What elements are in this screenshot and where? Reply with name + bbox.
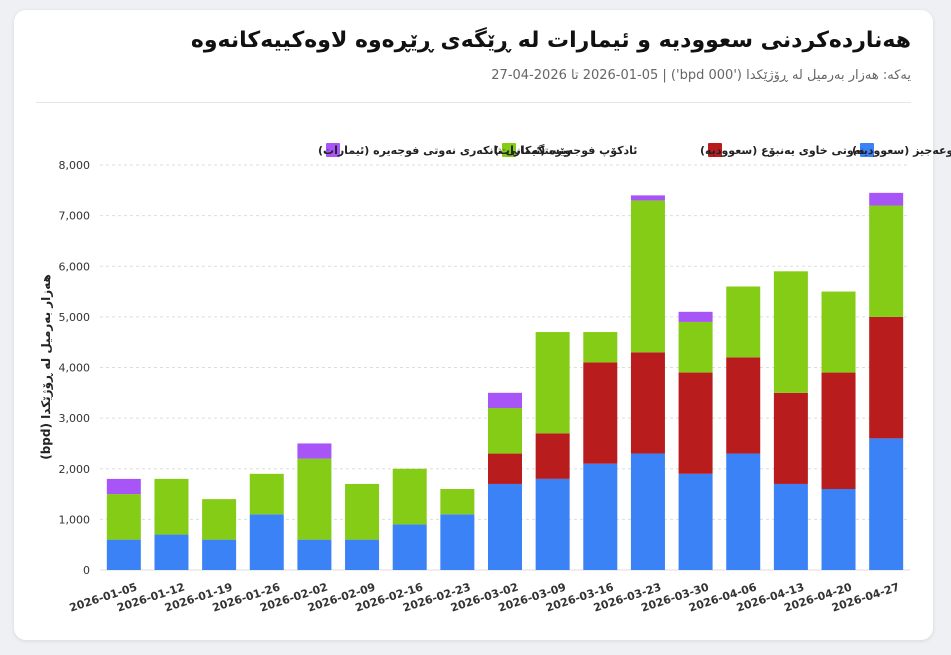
header-divider	[36, 102, 911, 103]
legend-swatch-0	[860, 143, 874, 157]
bar-segment-s0-2026-02-02	[297, 539, 332, 570]
legend-swatch-2	[502, 143, 516, 157]
bar-segment-s3-2026-03-23	[630, 195, 665, 201]
bar-segment-s2-2026-04-20	[821, 291, 856, 373]
legend-swatch-3	[326, 143, 340, 157]
bar-segment-s2-2026-03-02	[488, 408, 522, 454]
bar-segment-s2-2026-01-12	[154, 478, 189, 535]
bar-segment-s0-2026-04-06	[726, 453, 761, 570]
bar-segment-s3-2026-02-02	[297, 443, 332, 459]
legend: موعەجیز (سعوودیە)نەوتی خاوی یەنبۆع (سعوو…	[318, 143, 951, 157]
y-axis-ticks: 0 1,000 2,000 3,000 4,000 5,000 6,000 7,000 8,00…	[59, 159, 91, 577]
bar-segment-s0-2026-04-20	[821, 489, 856, 570]
bar-segment-s1-2026-03-23	[630, 352, 665, 454]
y-tick-label: 2,000	[59, 463, 91, 476]
bar-segment-s0-2026-01-05	[106, 539, 141, 570]
bars	[106, 192, 904, 570]
bar-segment-s0-2026-01-19	[202, 539, 237, 570]
y-tick-label: 3,000	[59, 412, 91, 425]
legend-label-2: ئادکۆپ فوجەیرە (ئیمارات)	[494, 144, 637, 157]
bar-segment-s3-2026-03-02	[488, 392, 522, 408]
bar-segment-s2-2026-01-26	[249, 473, 284, 515]
bar-segment-s0-2026-04-13	[773, 483, 808, 570]
bar-segment-s3-2026-04-27	[869, 192, 904, 206]
bar-segment-s2-2026-03-16	[583, 332, 618, 363]
bar-segment-s2-2026-03-23	[630, 200, 665, 353]
bar-segment-s2-2026-02-09	[345, 483, 380, 540]
bar-segment-s1-2026-04-06	[726, 357, 761, 454]
bar-segment-s2-2026-02-16	[392, 468, 427, 525]
bar-segment-s1-2026-04-13	[773, 392, 808, 484]
legend-swatch-1	[708, 143, 722, 157]
bar-segment-s0-2026-02-16	[392, 524, 427, 570]
y-axis-label: هەزار بەرمیل لە ڕۆژێکدا (bpd)	[39, 274, 54, 460]
y-tick-label: 5,000	[59, 311, 91, 324]
bar-segment-s1-2026-04-20	[821, 372, 856, 489]
bar-segment-s1-2026-03-02	[488, 453, 522, 484]
bar-segment-s0-2026-03-30	[678, 473, 713, 570]
y-tick-label: 4,000	[59, 362, 91, 375]
bar-segment-s2-2026-02-23	[440, 489, 475, 515]
bar-segment-s0-2026-01-12	[154, 534, 189, 570]
bar-segment-s0-2026-03-02	[488, 483, 522, 570]
bar-segment-s1-2026-03-09	[535, 433, 570, 479]
bar-segment-s2-2026-04-27	[869, 205, 904, 317]
y-tick-label: 7,000	[59, 210, 91, 223]
bar-segment-s1-2026-04-27	[869, 316, 904, 439]
bar-segment-s2-2026-02-02	[297, 458, 332, 540]
page-subtitle: یەکە: هەزار بەرمیل لە ڕۆژێکدا ('000 bpd'…	[491, 68, 911, 83]
bar-segment-s0-2026-03-23	[630, 453, 665, 570]
page-title: هەناردەکردنی سعوودیە و ئیمارات لە ڕێگەی …	[190, 28, 911, 53]
bar-segment-s0-2026-03-16	[583, 463, 618, 570]
legend-label-0: موعەجیز (سعوودیە)	[852, 144, 951, 157]
x-axis-ticks: 2026-01-052026-01-122026-01-192026-01-26…	[68, 580, 901, 614]
bar-segment-s2-2026-01-05	[106, 494, 141, 540]
bar-segment-s1-2026-03-30	[678, 372, 713, 474]
bar-segment-s1-2026-03-16	[583, 362, 618, 464]
bar-segment-s2-2026-04-13	[773, 271, 808, 393]
bar-segment-s0-2026-01-26	[249, 514, 284, 570]
bar-segment-s2-2026-01-19	[202, 499, 237, 540]
y-tick-label: 0	[83, 564, 90, 577]
bar-segment-s3-2026-03-30	[678, 311, 713, 322]
bar-segment-s0-2026-04-27	[869, 438, 904, 570]
bar-segment-s0-2026-02-09	[345, 539, 380, 570]
y-tick-label: 6,000	[59, 260, 91, 273]
bar-segment-s2-2026-03-30	[678, 321, 713, 373]
legend-label-1: نەوتی خاوی یەنبۆع (سعوودیە)	[700, 144, 864, 157]
bar-segment-s0-2026-02-23	[440, 514, 475, 570]
legend-label-3: وێستگەکانی تانکەری نەوتی فوجەیرە (ئیمارا…	[318, 144, 571, 157]
bar-segment-s2-2026-03-09	[535, 332, 570, 434]
bar-segment-s0-2026-03-09	[535, 478, 570, 570]
bar-segment-s3-2026-01-05	[106, 478, 141, 495]
y-tick-label: 8,000	[59, 159, 91, 172]
y-tick-label: 1,000	[59, 513, 91, 526]
bar-segment-s2-2026-04-06	[726, 286, 761, 358]
